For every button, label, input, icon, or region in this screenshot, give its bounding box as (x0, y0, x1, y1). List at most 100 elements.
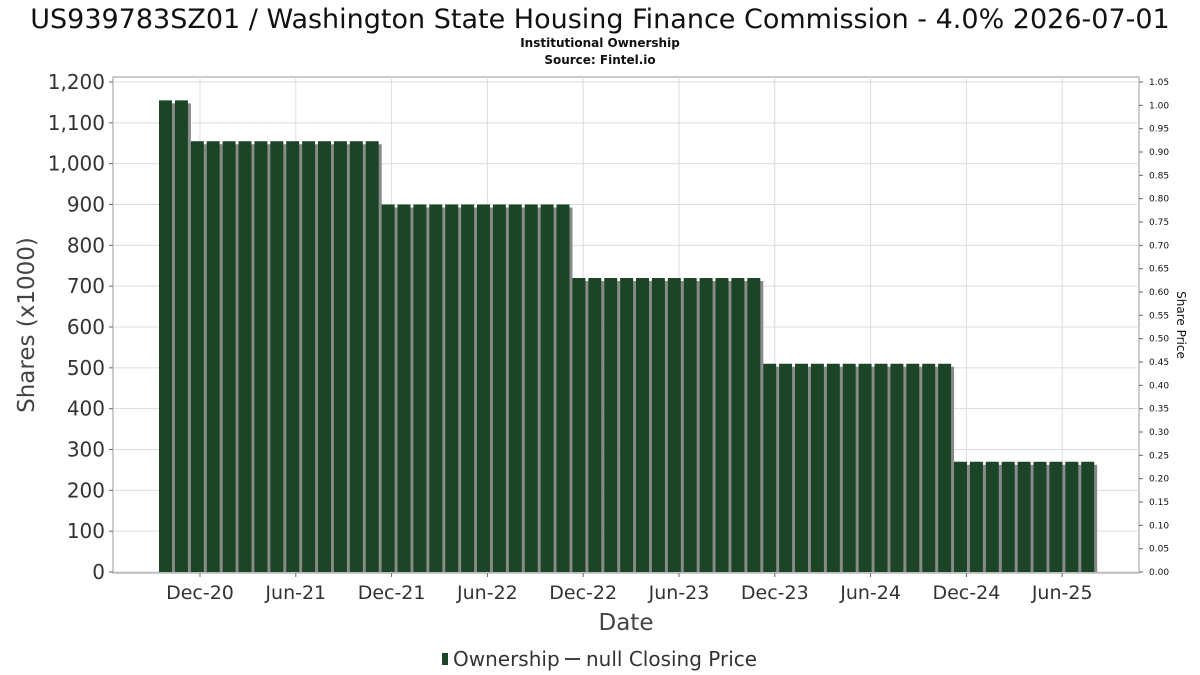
ownership-bar (636, 278, 649, 572)
y2-tick-label: 0.85 (1149, 171, 1169, 181)
x-tick-label: Jun-21 (264, 582, 326, 604)
ownership-bar (1033, 461, 1047, 572)
ownership-bar (779, 363, 793, 572)
ownership-bar (667, 278, 681, 572)
ownership-bar (206, 141, 220, 573)
ownership-bar (238, 141, 252, 573)
ownership-bar (1049, 461, 1063, 572)
ownership-bar (1065, 461, 1079, 572)
ownership-bar (906, 363, 920, 572)
x-tick-label: Jun-23 (648, 582, 710, 604)
ownership-bar (890, 363, 904, 572)
ownership-bar (842, 363, 856, 572)
x-axis-ticks: Dec-20 Jun-21 Dec-21 Jun-22 Dec-22 Jun-23 Dec-… (166, 573, 1093, 604)
y-axis-ticks: 0 100 200 300 400 500 600 700 800 900 1,000 1,100 1,… (48, 70, 113, 584)
ownership-bar (938, 363, 952, 572)
ownership-bar (715, 278, 729, 572)
ownership-bar (254, 141, 268, 573)
y-tick-label: 900 (67, 193, 105, 217)
x-tick-label: Dec-21 (358, 582, 426, 604)
legend-price-label: null Closing Price (586, 647, 757, 671)
ownership-bar (1017, 461, 1031, 572)
y2-tick-label: 0.90 (1149, 148, 1169, 158)
y2-tick-label: 0.50 (1149, 335, 1169, 345)
y-axis-label: Shares (x1000) (14, 237, 40, 413)
y2-tick-label: 1.05 (1149, 78, 1169, 88)
ownership-bar (651, 278, 665, 572)
ownership-bar (508, 204, 522, 572)
ownership-bar (922, 363, 936, 572)
y2-tick-label: 0.65 (1149, 265, 1169, 275)
y-tick-label: 500 (67, 356, 105, 380)
y2-tick-label: 0.15 (1149, 498, 1169, 508)
y2-tick-label: 0.20 (1149, 475, 1169, 485)
ownership-bar (858, 363, 872, 572)
ownership-bar (588, 278, 602, 572)
x-tick-label: Dec-23 (741, 582, 809, 604)
x-tick-label: Jun-22 (456, 582, 518, 604)
y-tick-label: 400 (67, 397, 105, 421)
ownership-bar (286, 141, 300, 573)
ownership-bar (874, 363, 888, 572)
ownership-bar (461, 204, 475, 572)
ownership-bar (349, 141, 363, 573)
ownership-bar (826, 363, 840, 572)
ownership-bar (333, 141, 347, 573)
y2-tick-label: 0.70 (1149, 241, 1169, 251)
ownership-bar (365, 141, 379, 573)
ownership-bar (270, 141, 284, 573)
ownership-bar (985, 461, 999, 572)
ownership-bar (731, 278, 745, 572)
y-tick-label: 100 (67, 519, 105, 543)
chart-subtitle: Institutional Ownership (520, 36, 680, 50)
legend-ownership-label: Ownership (453, 647, 560, 671)
ownership-bar (810, 363, 824, 572)
y2-tick-label: 0.95 (1149, 125, 1169, 135)
ownership-bar (556, 204, 570, 572)
legend-ownership-swatch (442, 653, 448, 665)
chart-source: Source: Fintel.io (544, 53, 655, 67)
y-tick-label: 600 (67, 315, 105, 339)
y2-axis-label: Share Price (1174, 291, 1188, 359)
ownership-bar (747, 278, 761, 572)
ownership-bar (524, 204, 538, 572)
x-tick-label: Jun-24 (839, 582, 901, 604)
y2-tick-label: 0.55 (1149, 311, 1169, 321)
y2-tick-label: 0.30 (1149, 428, 1169, 438)
ownership-bar (572, 278, 586, 572)
ownership-bar (763, 363, 777, 572)
y2-tick-label: 0.60 (1149, 288, 1169, 298)
ownership-bar (429, 204, 443, 572)
y2-tick-label: 0.00 (1149, 568, 1169, 578)
ownership-bar (683, 278, 697, 572)
ownership-bar (413, 204, 427, 572)
ownership-bar (699, 278, 713, 572)
legend: Ownership null Closing Price (442, 647, 757, 671)
ownership-bar (492, 204, 506, 572)
y-tick-label: 1,200 (48, 70, 105, 94)
y2-tick-label: 0.35 (1149, 405, 1169, 415)
y-tick-label: 200 (67, 478, 105, 502)
ownership-bar (381, 204, 395, 572)
y2-tick-label: 0.10 (1149, 521, 1169, 531)
ownership-bar (397, 204, 411, 572)
x-axis-label: Date (599, 610, 654, 636)
ownership-bar (620, 278, 634, 572)
ownership-bar (302, 141, 316, 573)
ownership-bar (159, 100, 172, 572)
ownership-bar (190, 141, 204, 573)
ownership-bar (1001, 461, 1015, 572)
y2-tick-label: 0.75 (1149, 218, 1169, 228)
ownership-bar (795, 363, 808, 572)
ownership-bar (318, 141, 331, 573)
ownership-bar (954, 461, 967, 572)
ownership-bar (477, 204, 490, 572)
ownership-bar (969, 461, 983, 572)
y-tick-label: 800 (67, 233, 105, 257)
y2-tick-label: 0.45 (1149, 358, 1169, 368)
y2-tick-label: 0.05 (1149, 545, 1169, 555)
y-tick-label: 700 (67, 274, 105, 298)
ownership-bar (1081, 461, 1095, 572)
ownership-bar (540, 204, 554, 572)
